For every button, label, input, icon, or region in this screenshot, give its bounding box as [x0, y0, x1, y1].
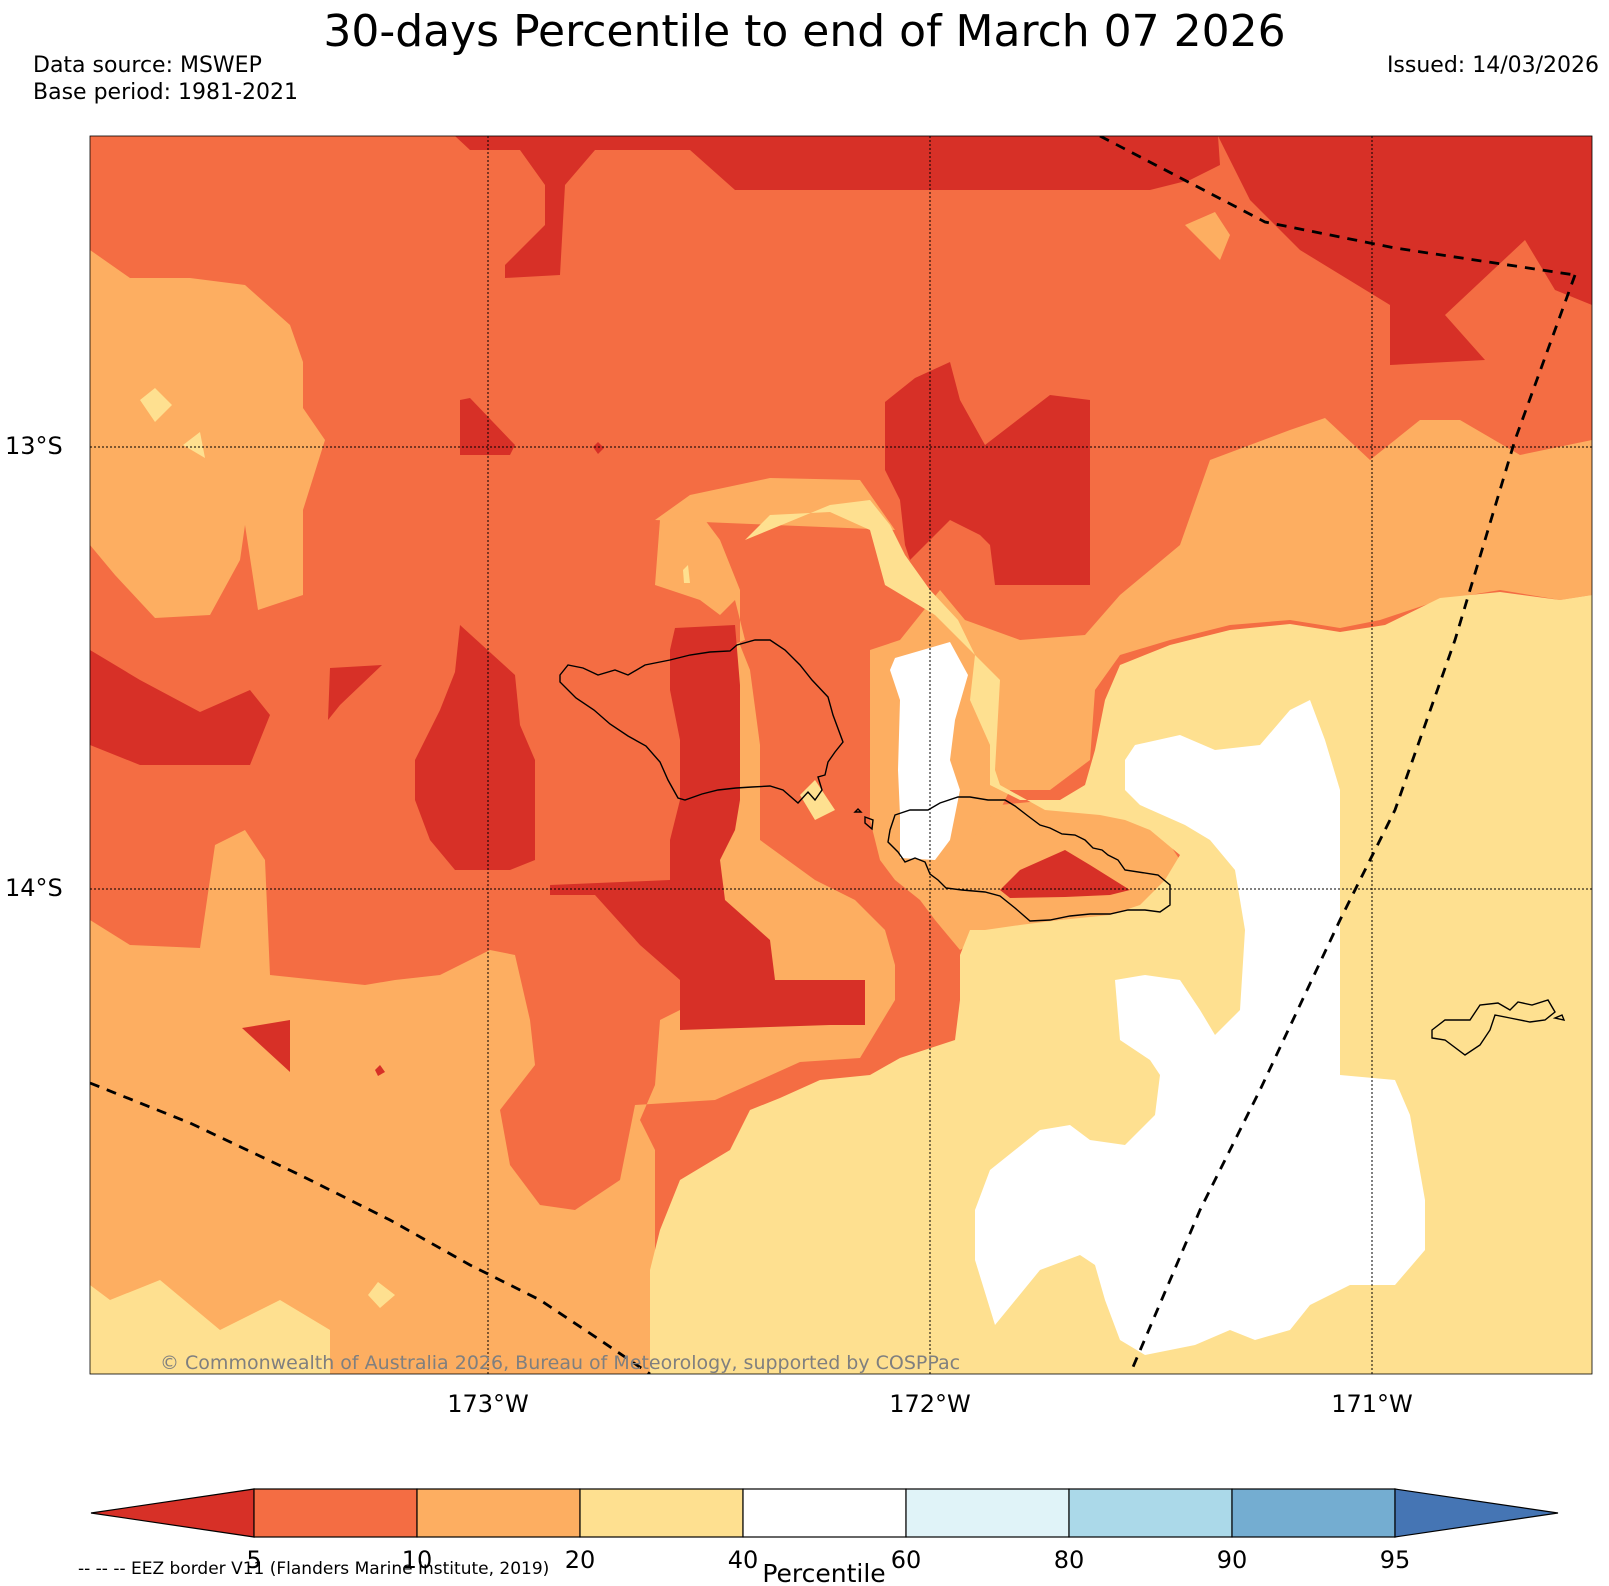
region-lt5-north-top [455, 136, 1220, 278]
region-p20-40-pocket-e [368, 1282, 395, 1308]
lat-label-13s: 13°S [5, 432, 63, 460]
map-title: 30-days Percentile to end of March 07 20… [323, 6, 1286, 57]
colorbar-swatch-60-80 [905, 1488, 1070, 1538]
colorbar-swatch-90-95 [1231, 1488, 1396, 1538]
region-lt5-island [1000, 850, 1130, 898]
base-period-text: Base period: 1981-2021 [33, 80, 298, 105]
eez-border-southwest [90, 1081, 651, 1374]
colorbar-tick-10: 10 [402, 1546, 433, 1574]
region-p10-20-ne-spot [1185, 212, 1230, 260]
region-lt5-tall [415, 625, 535, 870]
region-p20-40-pocket-f [683, 565, 690, 583]
coastline-manono [864, 815, 874, 831]
region-p10-20-west [90, 250, 325, 618]
colorbar-tick-40: 40 [728, 1546, 759, 1574]
coastlines [559, 639, 1566, 1056]
lon-label-172w: 172°W [889, 1390, 971, 1418]
colorbar-swatch-10-20 [416, 1488, 581, 1538]
colorbar-tick-95: 95 [1380, 1546, 1411, 1574]
colorbar-swatch-20-40 [579, 1488, 744, 1538]
eez-borders [90, 136, 1577, 1374]
region-p40-60-east [975, 700, 1425, 1355]
coastline-savaii [559, 639, 844, 804]
lon-label-173w: 173°W [447, 1390, 529, 1418]
coastline-apolima [853, 808, 863, 813]
colorbar-tick-20: 20 [565, 1546, 596, 1574]
colorbar-label: Percentile [762, 1559, 885, 1586]
region-lt5-south-tri [242, 1020, 290, 1072]
meta-info: Data source: MSWEP Base period: 1981-202… [33, 52, 298, 106]
region-p20-40-pocket-c [183, 432, 205, 458]
coastline-tutuila [1431, 999, 1556, 1056]
colorbar-swatch-40-60 [742, 1488, 907, 1538]
region-lt5-dot-b [375, 1065, 385, 1076]
region-p20-40-pocket-d [90, 1280, 330, 1374]
percentile-map [90, 136, 1592, 1374]
colorbar-swatch-5-10 [253, 1488, 418, 1538]
coastline-upolu [887, 796, 1171, 922]
eez-legend-note: -- -- -- EEZ border V11 (Flanders Marine… [78, 1559, 549, 1579]
region-p40-60-central [890, 642, 968, 860]
region-p20-40-pocket-b [140, 388, 172, 422]
colorbar-arrow-low [90, 1488, 255, 1538]
region-p10-20-southwest [90, 500, 895, 1374]
issued-date: Issued: 14/03/2026 [1386, 53, 1599, 78]
region-lt5-center-diag [550, 625, 865, 1030]
region-p10-20-central [655, 418, 1592, 950]
region-lt5-small-nw [460, 398, 515, 455]
lat-label-14s: 14°S [5, 874, 63, 902]
colorbar-tick-60: 60 [891, 1546, 922, 1574]
lon-label-171w: 171°W [1331, 1390, 1413, 1418]
colorbar-tick-90: 90 [1217, 1546, 1248, 1574]
colorbar-tick-5: 5 [246, 1546, 261, 1574]
region-lt5-north-block [885, 362, 1090, 585]
colorbar-swatch-80-90 [1068, 1488, 1233, 1538]
coastline-aunuu [1552, 1014, 1566, 1021]
map-frame [89, 135, 1593, 1375]
region-lt5-wedge [328, 665, 382, 720]
colorbar: 5 10 20 40 60 80 90 95 Percentile [90, 1488, 1559, 1586]
region-lt5-west [90, 650, 270, 765]
eez-border-north [1099, 136, 1576, 277]
colorbar-arrow-high [1394, 1488, 1559, 1538]
data-source-text: Data source: MSWEP [33, 53, 262, 78]
copyright-text: © Commonwealth of Australia 2026, Bureau… [160, 1352, 960, 1374]
region-p20-40-pocket-a [800, 780, 835, 820]
region-lt5-dot-a [593, 442, 604, 454]
colorbar-tick-80: 80 [1054, 1546, 1085, 1574]
